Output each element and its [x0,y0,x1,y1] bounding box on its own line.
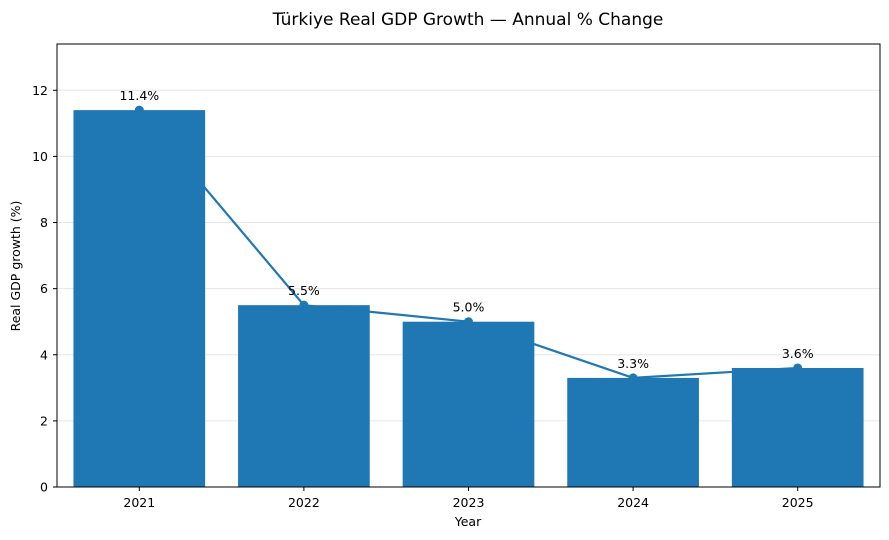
x-axis-label: Year [454,514,482,529]
data-label: 5.0% [453,300,485,315]
chart-title: Türkiye Real GDP Growth — Annual % Chang… [272,10,664,30]
line-marker [299,300,309,310]
y-tick-label: 10 [32,149,48,164]
data-label: 3.3% [617,356,649,371]
y-tick-label: 12 [32,83,48,98]
x-tick-label: 2024 [617,495,649,510]
line-marker [464,317,473,327]
bar [238,305,370,487]
x-tick-label: 2025 [782,495,814,510]
bar [567,377,699,487]
data-label: 3.6% [782,346,814,361]
bar [402,321,535,487]
y-axis-ticks: 0 2 4 6 8 10 12 [32,83,57,495]
line-marker [134,105,144,115]
y-tick-label: 6 [40,281,48,296]
bar [73,110,206,488]
y-tick-label: 8 [40,215,48,230]
x-tick-label: 2023 [453,495,485,510]
bar [731,367,864,487]
bars [73,110,864,488]
data-label: 5.5% [288,283,320,298]
trend-line [134,105,803,383]
y-tick-label: 2 [40,413,48,428]
x-axis-ticks: 2021 2022 2023 2024 2025 [123,487,814,510]
x-tick-label: 2021 [123,495,155,510]
y-tick-label: 4 [40,347,48,362]
line-marker [793,363,803,373]
data-label: 11.4% [119,88,159,103]
y-axis-label: Real GDP growth (%) [8,201,23,332]
x-tick-label: 2022 [288,495,320,510]
y-tick-label: 0 [40,480,48,495]
data-labels: 11.4% 5.5% 5.0% 3.3% 3.6% [119,88,813,371]
line-marker [628,373,638,383]
